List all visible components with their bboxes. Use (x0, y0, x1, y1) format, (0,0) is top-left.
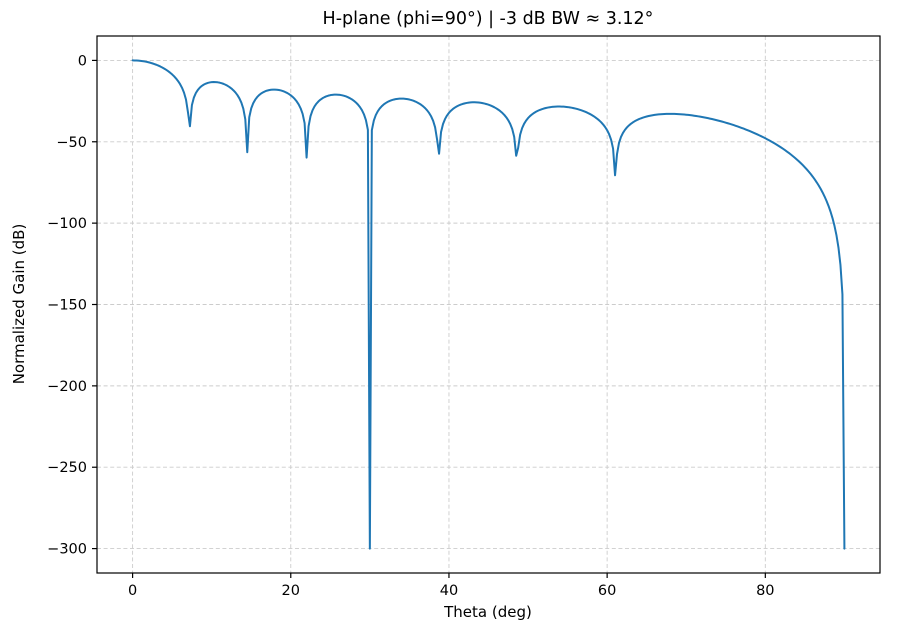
y-tick-label: −50 (56, 135, 87, 151)
y-tick-label: −200 (47, 379, 87, 395)
x-tick-label: 60 (598, 583, 616, 599)
y-tick-label: 0 (78, 53, 87, 69)
ticks-layer: 0 20 40 60 80 0 −50 −100 −150 −200 −250 −300 (47, 53, 774, 599)
x-tick-label: 0 (128, 583, 137, 599)
curve-layer (131, 59, 846, 550)
y-axis-label: Normalized Gain (dB) (10, 224, 28, 385)
gain-curve (131, 59, 846, 550)
y-tick-label: −300 (47, 542, 87, 558)
chart-title: H-plane (phi=90°) | -3 dB BW ≈ 3.12° (323, 9, 654, 29)
x-axis-label: Theta (deg) (443, 603, 532, 621)
x-tick-label: 40 (440, 583, 458, 599)
y-tick-label: −250 (47, 460, 87, 476)
y-tick-label: −100 (47, 216, 87, 232)
y-tick-label: −150 (47, 298, 87, 314)
x-tick-label: 80 (756, 583, 774, 599)
grid-layer (97, 36, 880, 573)
x-tick-label: 20 (282, 583, 300, 599)
